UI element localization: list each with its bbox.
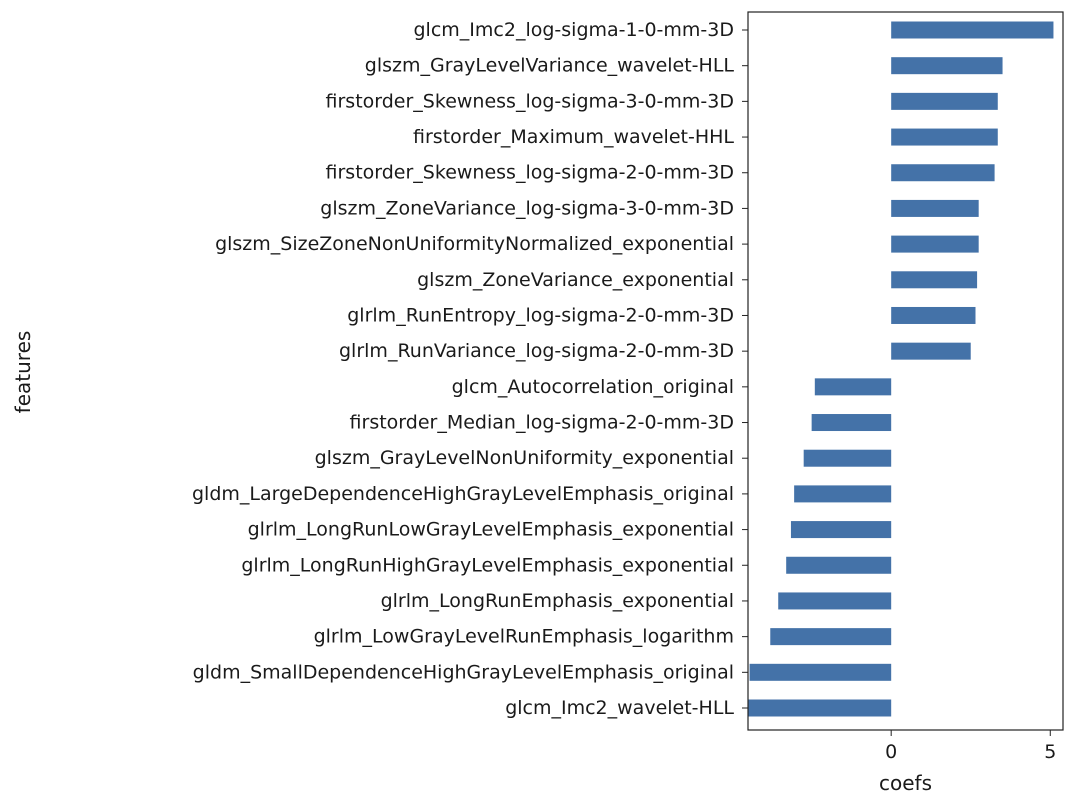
- bar-15: [786, 556, 892, 574]
- y-tick-label-3: firstorder_Maximum_wavelet-HHL: [413, 126, 734, 148]
- x-tick-label-0: 0: [885, 741, 897, 763]
- bar-9: [891, 342, 971, 360]
- bar-3: [891, 128, 998, 146]
- y-tick-label-7: glszm_ZoneVariance_exponential: [417, 269, 734, 291]
- y-tick-label-5: glszm_ZoneVariance_log-sigma-3-0-mm-3D: [320, 197, 734, 219]
- y-tick-label-14: glrlm_LongRunLowGrayLevelEmphasis_expone…: [248, 519, 734, 541]
- bar-10: [814, 378, 892, 396]
- y-tick-label-12: glszm_GrayLevelNonUniformity_exponential: [315, 447, 734, 469]
- y-tick-label-13: gldm_LargeDependenceHighGrayLevelEmphasi…: [192, 483, 734, 505]
- bar-19: [748, 699, 892, 717]
- bar-4: [891, 164, 995, 182]
- bar-6: [891, 235, 979, 253]
- y-tick-label-6: glszm_SizeZoneNonUniformityNormalized_ex…: [215, 233, 734, 255]
- bar-18: [749, 663, 892, 681]
- plot-frame: [747, 11, 1064, 731]
- bar-8: [891, 306, 976, 324]
- y-tick-label-11: firstorder_Median_log-sigma-2-0-mm-3D: [350, 412, 734, 434]
- x-tick-label-1: 5: [1044, 741, 1056, 763]
- y-axis-label: features: [11, 331, 35, 414]
- bar-13: [794, 485, 892, 503]
- bar-1: [891, 57, 1003, 75]
- bars-group: [748, 21, 1054, 717]
- bar-11: [811, 414, 892, 432]
- y-tick-label-4: firstorder_Skewness_log-sigma-2-0-mm-3D: [326, 162, 734, 184]
- y-tick-labels: glcm_Imc2_log-sigma-1-0-mm-3D glszm_GrayL…: [192, 19, 748, 719]
- y-tick-label-19: glcm_Imc2_wavelet-HLL: [505, 697, 734, 719]
- bar-0: [891, 21, 1054, 39]
- y-tick-label-10: glcm_Autocorrelation_original: [452, 376, 734, 398]
- y-tick-label-9: glrlm_RunVariance_log-sigma-2-0-mm-3D: [339, 340, 734, 362]
- y-tick-label-1: glszm_GrayLevelVariance_wavelet-HLL: [365, 55, 735, 77]
- y-tick-label-8: glrlm_RunEntropy_log-sigma-2-0-mm-3D: [347, 304, 734, 326]
- bar-12: [803, 449, 892, 467]
- y-tick-label-2: firstorder_Skewness_log-sigma-3-0-mm-3D: [326, 90, 734, 112]
- x-axis-label: coefs: [879, 771, 932, 795]
- bar-16: [778, 592, 892, 610]
- bar-14: [790, 521, 892, 539]
- y-tick-label-16: glrlm_LongRunEmphasis_exponential: [381, 590, 734, 612]
- bar-7: [891, 271, 978, 289]
- bar-2: [891, 92, 998, 110]
- bar-5: [891, 199, 979, 217]
- y-tick-label-17: glrlm_LowGrayLevelRunEmphasis_logarithm: [314, 626, 734, 648]
- y-tick-label-0: glcm_Imc2_log-sigma-1-0-mm-3D: [414, 19, 735, 41]
- y-tick-label-15: glrlm_LongRunHighGrayLevelEmphasis_expon…: [241, 554, 734, 576]
- bar-17: [770, 628, 892, 646]
- y-tick-label-18: gldm_SmallDependenceHighGrayLevelEmphasi…: [193, 661, 734, 683]
